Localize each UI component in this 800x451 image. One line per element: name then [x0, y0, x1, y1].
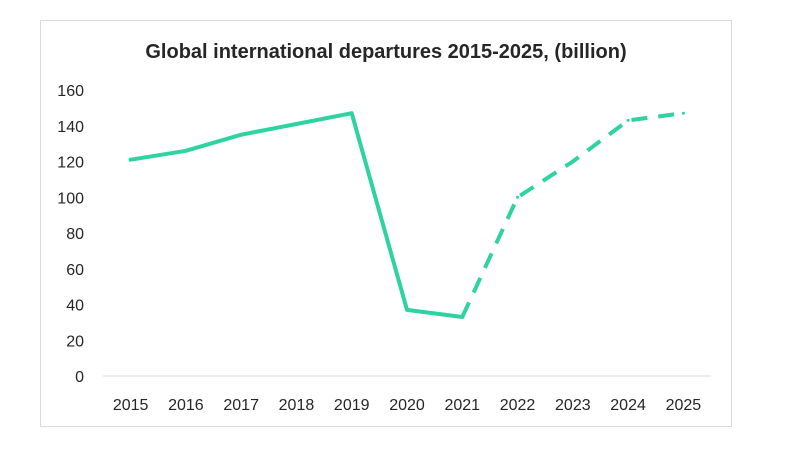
x-tick-label: 2021 — [444, 397, 480, 414]
y-axis: 0 20 40 60 80 100 120 140 160 — [57, 83, 84, 386]
chart-frame — [40, 20, 732, 427]
data-point — [184, 149, 188, 153]
data-point — [571, 160, 575, 163]
data-point — [294, 122, 298, 126]
y-tick-label: 120 — [57, 155, 84, 172]
x-tick-label: 2024 — [610, 397, 646, 414]
x-axis: 2015 2016 2017 2018 2019 2020 2021 2022 2023 2024… — [113, 397, 701, 414]
y-tick-label: 60 — [66, 262, 84, 279]
x-tick-label: 2023 — [555, 397, 591, 414]
data-point — [516, 195, 520, 199]
x-tick-label: 2025 — [666, 397, 702, 414]
data-point — [350, 111, 354, 115]
y-tick-label: 0 — [75, 369, 84, 386]
y-tick-label: 140 — [57, 119, 84, 136]
data-point — [460, 315, 464, 319]
data-point — [129, 158, 133, 162]
series-group — [128, 111, 685, 319]
x-tick-label: 2020 — [389, 397, 425, 414]
data-point — [239, 133, 243, 137]
data-point — [681, 111, 685, 115]
y-tick-label: 80 — [66, 226, 84, 243]
x-tick-label: 2018 — [279, 397, 315, 414]
x-tick-label: 2015 — [113, 397, 149, 414]
series-line-projection — [460, 111, 684, 318]
y-tick-label: 20 — [66, 333, 84, 350]
x-tick-label: 2019 — [334, 397, 370, 414]
y-tick-label: 40 — [66, 298, 84, 315]
x-tick-label: 2016 — [168, 397, 204, 414]
data-point — [626, 118, 630, 122]
y-tick-label: 160 — [57, 83, 84, 100]
data-point — [405, 308, 409, 312]
series-line-actual — [128, 111, 465, 319]
x-tick-label: 2017 — [223, 397, 259, 414]
chart-title: Global international departures 2015-202… — [145, 41, 626, 63]
y-tick-label: 100 — [57, 190, 84, 207]
x-tick-label: 2022 — [500, 397, 536, 414]
